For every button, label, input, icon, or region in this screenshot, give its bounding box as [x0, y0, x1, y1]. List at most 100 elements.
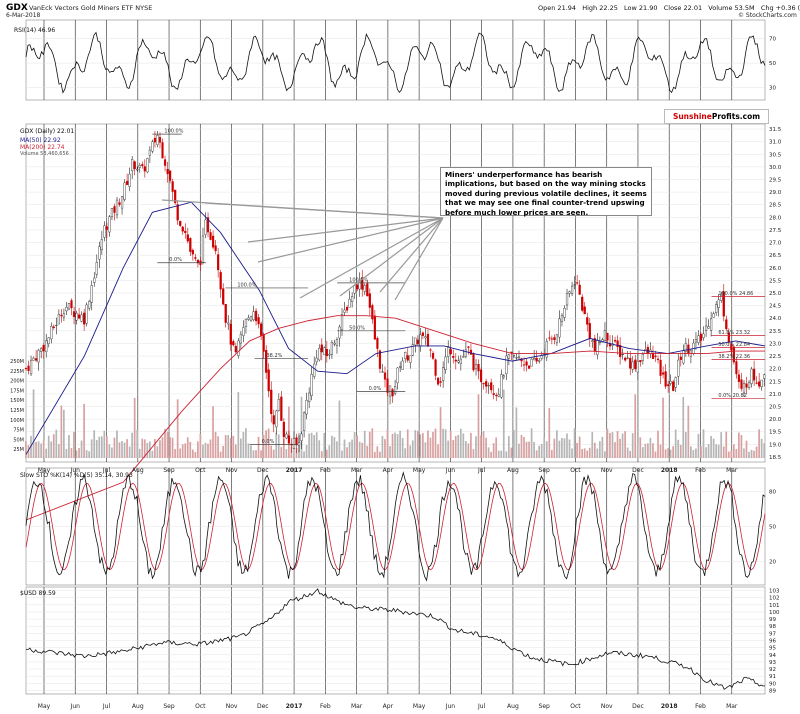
volume-bar	[197, 441, 199, 458]
volume-bar	[207, 443, 209, 458]
candle-body	[517, 356, 521, 359]
candle-body	[206, 217, 210, 233]
volume-bar	[727, 451, 730, 458]
candle-body	[29, 359, 33, 375]
volume-bar	[116, 430, 118, 458]
chart-date: 6-Mar-2018	[6, 12, 41, 19]
candle-body	[110, 208, 114, 217]
candle-body	[482, 382, 485, 385]
volume-bar	[523, 436, 525, 458]
ma200-label: MA(200) 22.74	[20, 144, 65, 151]
volume-bar	[591, 431, 594, 458]
candle-body	[75, 313, 78, 321]
volume-bar	[434, 428, 437, 458]
candle-body	[434, 359, 437, 376]
volume-bar	[282, 438, 285, 458]
volume-bar	[644, 443, 647, 458]
volume-bar	[270, 445, 273, 458]
volume-bar	[406, 429, 409, 458]
candle-body	[287, 435, 291, 444]
volume-bar	[634, 394, 637, 458]
x-tick-label-mid: Nov	[226, 467, 238, 474]
candle-body	[737, 374, 741, 382]
candle-body	[166, 169, 169, 175]
candle-body	[586, 317, 589, 325]
candle-body	[184, 230, 187, 233]
candle-body	[151, 141, 154, 152]
stockcharts-credit: © StockCharts.com	[738, 12, 797, 19]
candle-body	[40, 348, 43, 352]
x-tick-label-mid: Sep	[539, 467, 551, 474]
candle-body	[343, 309, 346, 313]
volume-bar	[553, 438, 556, 458]
candle-body	[272, 415, 275, 425]
candle-body	[447, 346, 450, 357]
candle-body	[560, 315, 564, 322]
candle-body	[252, 311, 255, 321]
candle-body	[674, 377, 677, 388]
volume-bar	[401, 438, 404, 458]
volume-bar	[60, 405, 63, 458]
volume-bar	[239, 438, 242, 458]
volume-bar	[131, 432, 133, 458]
candle-body	[65, 306, 68, 312]
price-y-tick: 25.5	[769, 278, 782, 284]
candle-body	[715, 304, 718, 313]
candle-body	[105, 226, 109, 230]
candle-body	[270, 389, 273, 415]
candle-body	[143, 166, 146, 172]
fib-label: 50.0%	[349, 325, 365, 331]
candle-body	[720, 295, 723, 301]
volume-bar	[674, 429, 677, 458]
candle-body	[315, 357, 318, 363]
volume-bar	[300, 396, 303, 458]
sto-y-tick: 80	[769, 489, 776, 495]
candle-body	[42, 344, 45, 352]
volume-bar	[229, 438, 232, 458]
candle-body	[123, 182, 126, 200]
volume-tick: 250M	[10, 359, 24, 365]
candle-body	[694, 339, 698, 343]
candle-body	[419, 334, 422, 347]
candle-body	[383, 372, 387, 380]
usd-y-tick: 101	[769, 603, 780, 609]
candle-body	[318, 347, 321, 361]
x-tick-label-mid: Apr	[383, 467, 394, 474]
candle-body	[45, 340, 48, 352]
volume-bar	[138, 448, 141, 458]
x-tick-label-mid: Aug	[132, 467, 144, 474]
volume-bar	[636, 446, 639, 458]
volume-bar	[30, 435, 32, 458]
volume-bar	[108, 444, 111, 458]
volume-bar	[121, 441, 123, 458]
volume-bar	[303, 451, 305, 458]
usd-y-tick: 95	[769, 646, 776, 652]
volume-bar	[399, 430, 401, 458]
candle-body	[760, 379, 763, 388]
volume-bar	[743, 448, 745, 458]
candle-body	[606, 333, 609, 341]
volume-bar	[331, 435, 333, 458]
candle-body	[753, 368, 756, 381]
candle-body	[661, 372, 665, 375]
x-tick-label-mid: Nov	[601, 467, 613, 474]
candle-body	[522, 364, 526, 366]
volume-bar	[639, 437, 642, 458]
volume-bar	[93, 430, 96, 458]
volume-bar	[657, 430, 659, 458]
volume-bar	[748, 451, 750, 458]
volume-bar	[624, 431, 626, 458]
candle-body	[459, 358, 462, 364]
candle-body	[624, 357, 627, 361]
volume-bar	[379, 451, 381, 458]
price-y-tick: 27.5	[769, 228, 782, 234]
volume-bar	[707, 444, 710, 458]
fib-label-latest: 0.0% 20.82	[718, 393, 747, 399]
candle-body	[366, 283, 369, 297]
usd-y-tick: 98	[769, 624, 776, 630]
x-tick-label-mid: Feb	[695, 467, 706, 474]
candle-body	[310, 374, 313, 396]
x-tick-label-bottom: 2018	[661, 703, 678, 710]
candle-body	[108, 216, 111, 233]
candle-body	[474, 364, 478, 370]
